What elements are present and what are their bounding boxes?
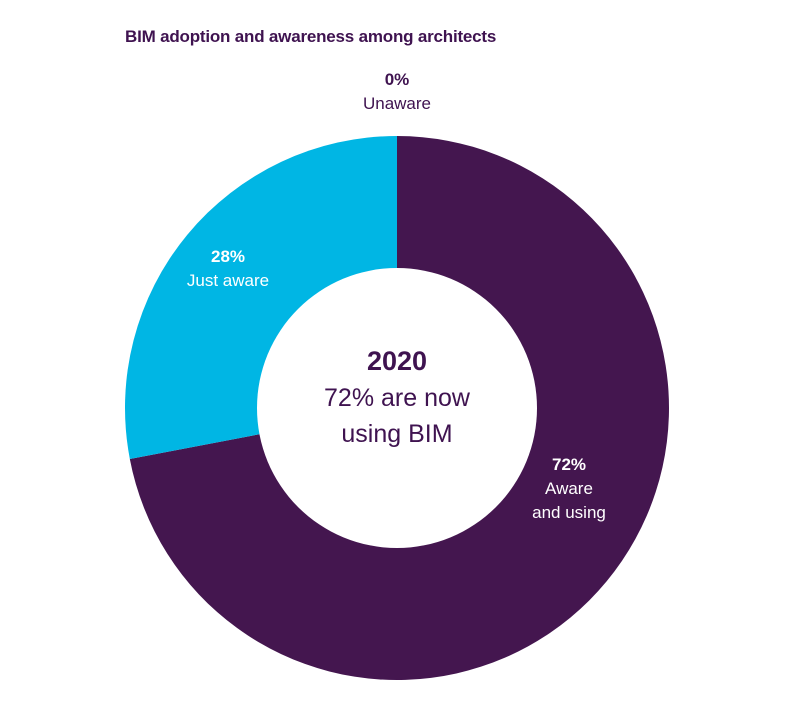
center-line-1: 72% are now bbox=[324, 384, 471, 412]
slice-percent-just-aware: 28% bbox=[211, 247, 245, 266]
donut-hole bbox=[257, 268, 537, 548]
slice-label-aware-and-using-line-1: Aware bbox=[545, 479, 593, 498]
slice-percent-aware-and-using: 72% bbox=[552, 455, 586, 474]
slice-label-just-aware-line-1: Just aware bbox=[187, 271, 269, 290]
slice-label-aware-and-using-line-2: and using bbox=[532, 503, 606, 522]
center-text: 2020 72% are now using BIM bbox=[324, 346, 471, 448]
center-line-2: using BIM bbox=[341, 420, 452, 448]
slice-percent-unaware: 0% bbox=[385, 70, 410, 89]
slice-label-unaware-line-1: Unaware bbox=[363, 94, 431, 113]
center-year: 2020 bbox=[367, 346, 427, 376]
chart-title: BIM adoption and awareness among archite… bbox=[125, 27, 497, 46]
labels-group: 72% Aware and using 28% Just aware 0% Unaware bbox=[187, 70, 606, 522]
